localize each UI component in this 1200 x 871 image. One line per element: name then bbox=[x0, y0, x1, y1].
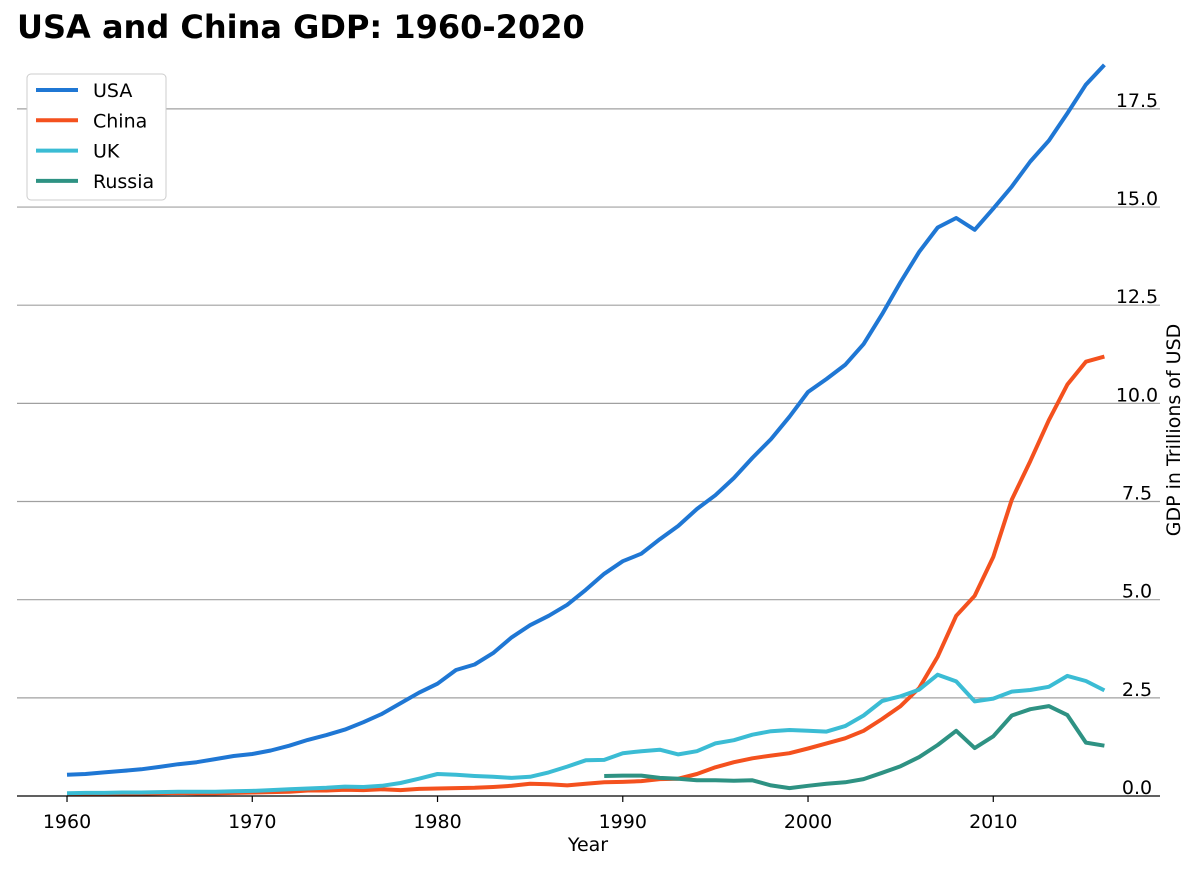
y-tick-label: 17.5 bbox=[1116, 90, 1158, 112]
series-line-russia bbox=[604, 704, 1105, 791]
legend-label-russia: Russia bbox=[93, 171, 154, 193]
x-tick-label: 2010 bbox=[969, 811, 1017, 833]
series-line-uk bbox=[66, 672, 1106, 796]
legend-box bbox=[26, 73, 167, 201]
x-axis-ticks: 1960 1970 1980 1990 2000 2010 bbox=[43, 796, 1017, 833]
x-tick-label: 1980 bbox=[413, 811, 461, 833]
y-tick-label: 10.0 bbox=[1116, 384, 1158, 406]
series-line-china bbox=[66, 354, 1105, 796]
x-tick-label: 1960 bbox=[43, 811, 91, 833]
x-tick-label: 2000 bbox=[784, 811, 832, 833]
chart-title: USA and China GDP: 1960-2020 bbox=[17, 8, 585, 46]
legend: USA China UK Russia bbox=[26, 73, 167, 201]
x-axis-label: Year bbox=[567, 834, 608, 856]
y-axis-ticks: 0.0 2.5 5.0 7.5 10.0 12.5 15.0 17.5 bbox=[1116, 90, 1158, 799]
legend-label-uk: UK bbox=[93, 141, 120, 163]
series-lines bbox=[66, 63, 1106, 796]
series-line-usa bbox=[66, 63, 1106, 777]
legend-label-usa: USA bbox=[93, 80, 132, 102]
legend-label-china: China bbox=[93, 110, 147, 132]
gridlines bbox=[17, 108, 1160, 699]
x-tick-label: 1990 bbox=[599, 811, 647, 833]
y-tick-label: 7.5 bbox=[1122, 483, 1152, 505]
y-tick-label: 15.0 bbox=[1116, 188, 1158, 210]
y-tick-label: 0.0 bbox=[1122, 777, 1152, 799]
x-tick-label: 1970 bbox=[228, 811, 276, 833]
y-tick-label: 5.0 bbox=[1122, 581, 1152, 603]
y-tick-label: 2.5 bbox=[1122, 679, 1152, 701]
y-tick-label: 12.5 bbox=[1116, 286, 1158, 308]
y-axis-label: GDP in Trillions of USD bbox=[1163, 324, 1185, 537]
